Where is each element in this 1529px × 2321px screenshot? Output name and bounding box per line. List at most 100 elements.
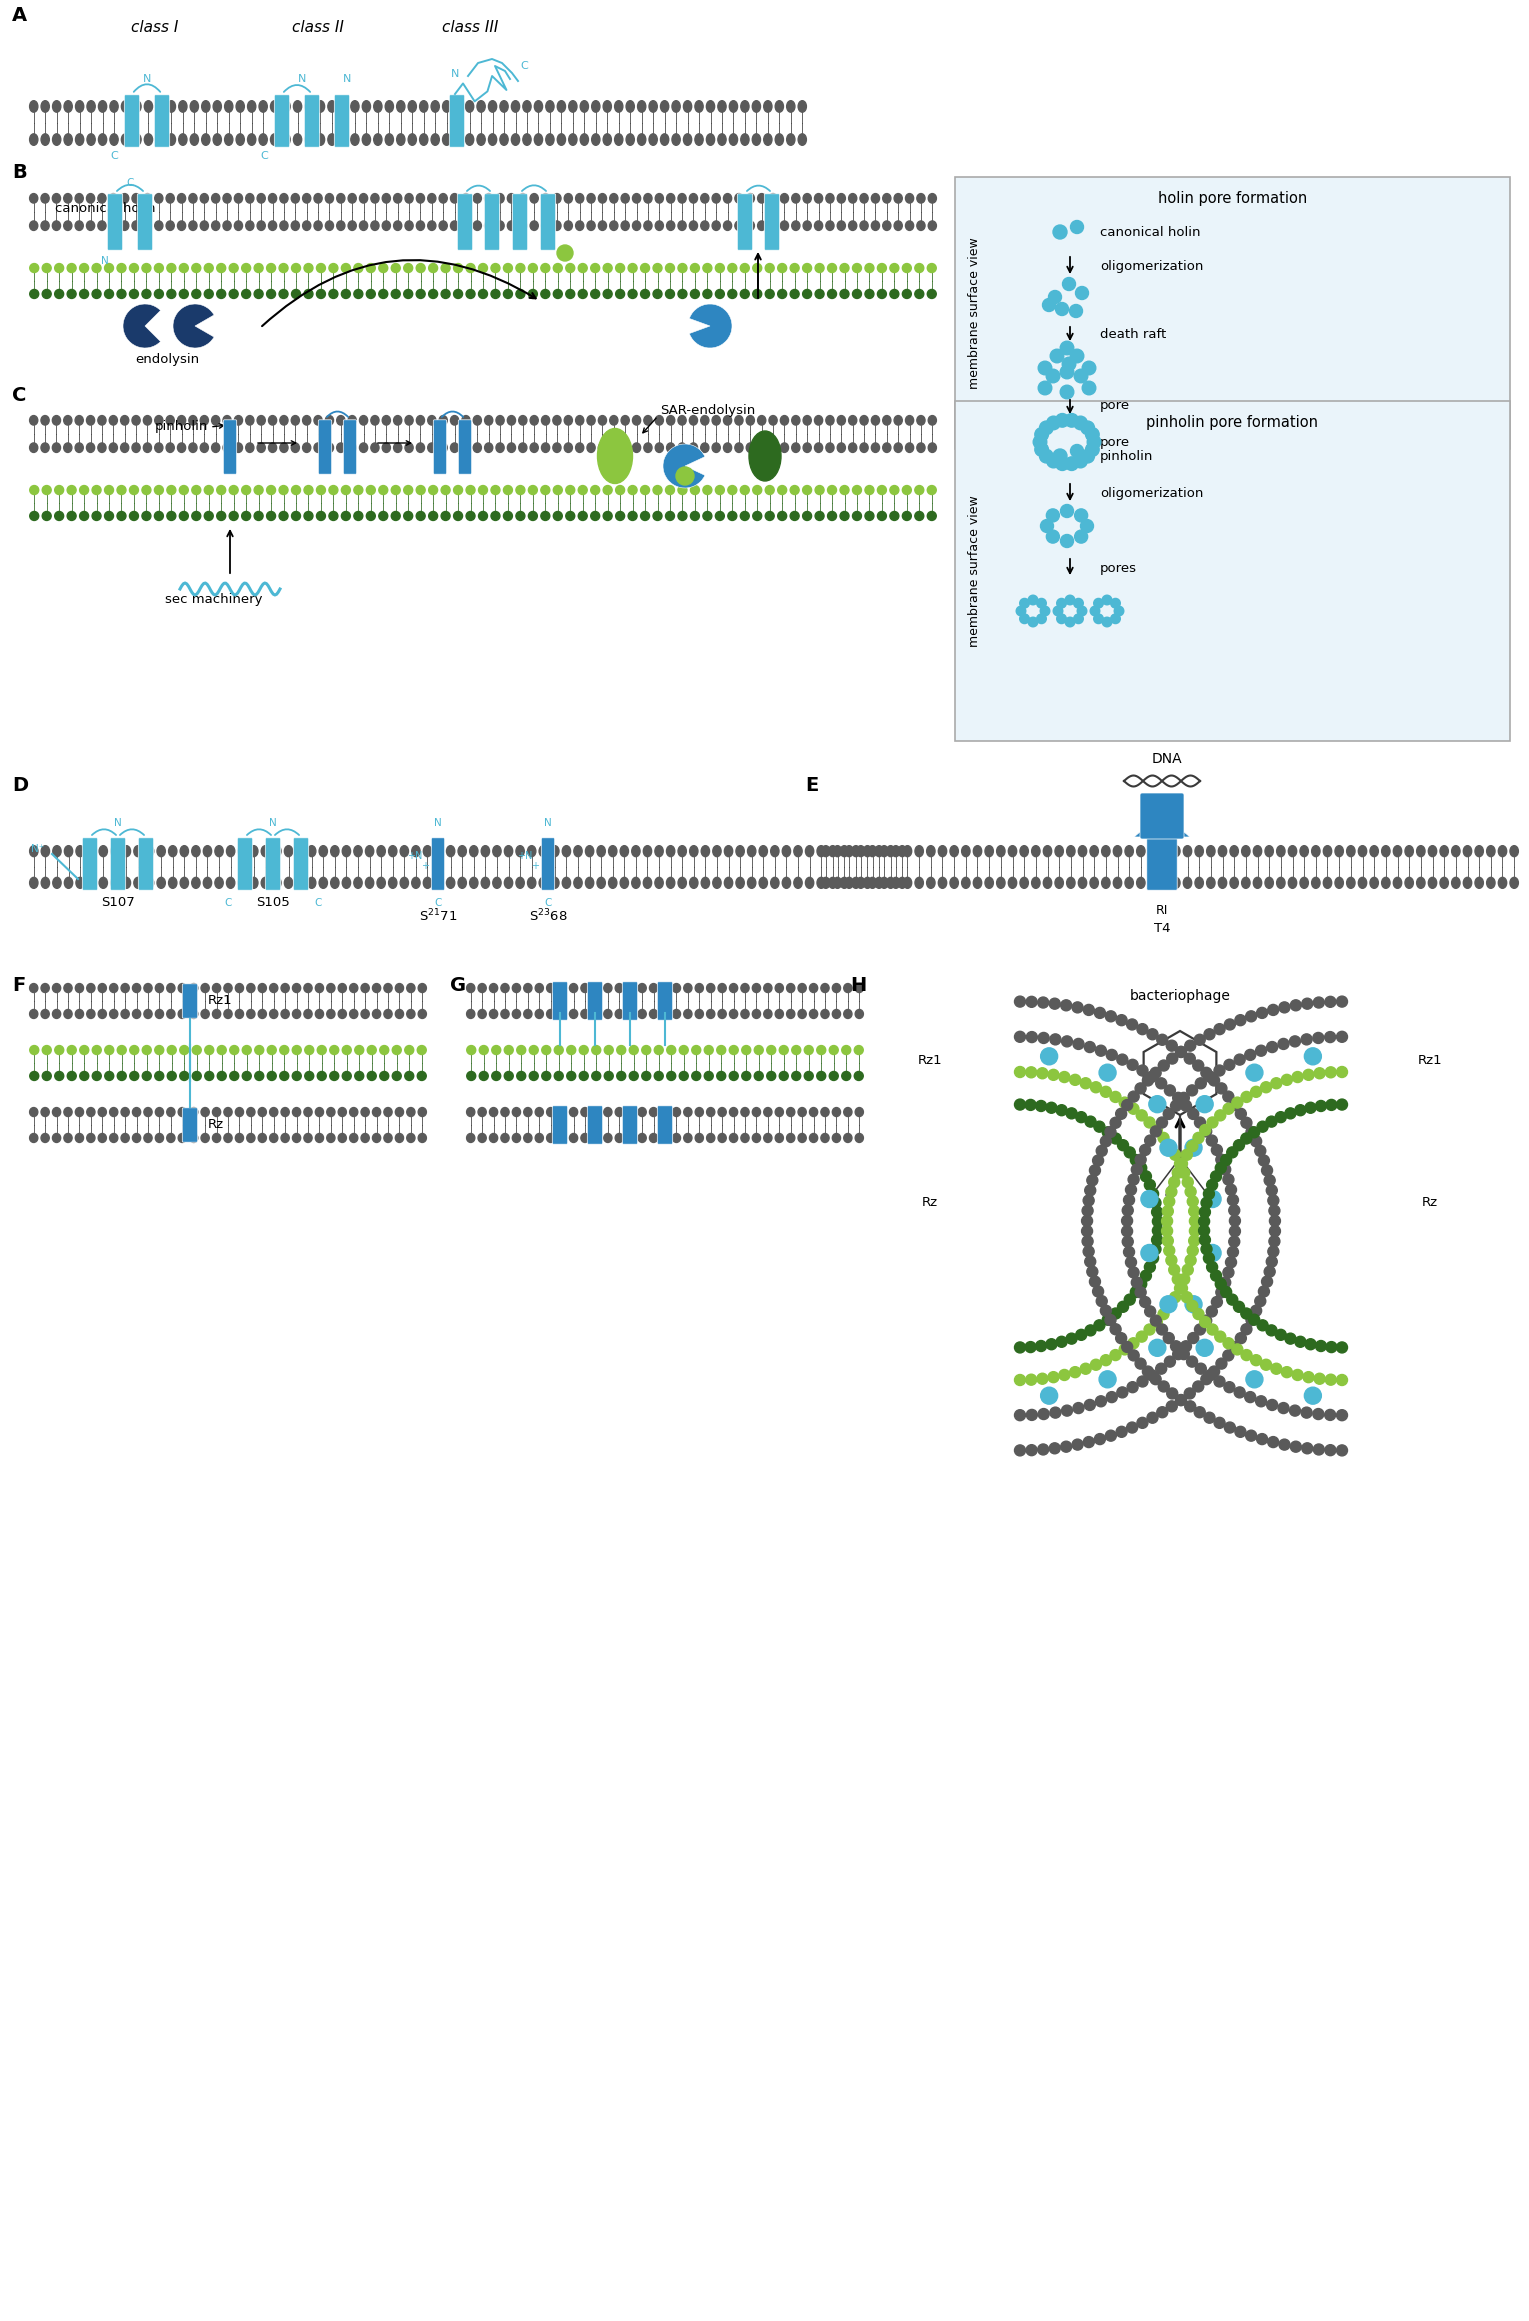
Ellipse shape	[200, 1107, 209, 1116]
Ellipse shape	[644, 443, 651, 453]
Ellipse shape	[778, 485, 786, 494]
Ellipse shape	[257, 193, 266, 202]
Ellipse shape	[142, 1044, 151, 1054]
Circle shape	[1264, 1174, 1275, 1186]
Ellipse shape	[29, 877, 38, 889]
Ellipse shape	[462, 415, 469, 425]
Ellipse shape	[1486, 845, 1495, 856]
Ellipse shape	[234, 443, 243, 453]
Ellipse shape	[630, 1044, 638, 1054]
Circle shape	[1255, 1144, 1266, 1156]
Ellipse shape	[815, 290, 824, 299]
Ellipse shape	[154, 511, 164, 520]
Ellipse shape	[541, 1044, 550, 1054]
Ellipse shape	[428, 265, 437, 272]
Ellipse shape	[417, 1010, 427, 1019]
Ellipse shape	[602, 100, 612, 111]
Ellipse shape	[728, 485, 737, 494]
Ellipse shape	[229, 511, 239, 520]
Circle shape	[1057, 599, 1066, 608]
Ellipse shape	[242, 265, 251, 272]
Circle shape	[1255, 1295, 1266, 1307]
Ellipse shape	[489, 1107, 497, 1116]
Ellipse shape	[80, 1072, 89, 1082]
Circle shape	[1185, 1040, 1196, 1051]
Ellipse shape	[384, 1107, 391, 1116]
Circle shape	[1084, 1042, 1095, 1051]
Ellipse shape	[671, 100, 680, 111]
Ellipse shape	[844, 1010, 852, 1019]
Ellipse shape	[281, 100, 291, 111]
Text: membrane surface view: membrane surface view	[968, 237, 982, 390]
Ellipse shape	[246, 443, 254, 453]
Ellipse shape	[92, 290, 101, 299]
Ellipse shape	[439, 443, 448, 453]
Circle shape	[1164, 1332, 1174, 1344]
FancyBboxPatch shape	[1141, 794, 1183, 838]
Ellipse shape	[553, 511, 563, 520]
Ellipse shape	[653, 290, 662, 299]
Circle shape	[1015, 1068, 1026, 1077]
Ellipse shape	[558, 1010, 566, 1019]
Ellipse shape	[454, 100, 462, 111]
Circle shape	[1075, 508, 1087, 522]
Circle shape	[1203, 1253, 1214, 1263]
Ellipse shape	[853, 265, 861, 272]
Ellipse shape	[716, 290, 725, 299]
FancyBboxPatch shape	[1147, 838, 1177, 891]
Circle shape	[1053, 225, 1067, 239]
Ellipse shape	[98, 1133, 107, 1142]
Ellipse shape	[567, 1072, 576, 1082]
Ellipse shape	[691, 290, 699, 299]
Ellipse shape	[177, 443, 185, 453]
Circle shape	[1128, 1351, 1139, 1360]
Circle shape	[1226, 1256, 1237, 1267]
Circle shape	[1223, 1091, 1234, 1102]
Ellipse shape	[257, 220, 266, 230]
Ellipse shape	[52, 193, 61, 202]
Ellipse shape	[673, 1107, 680, 1116]
Circle shape	[1081, 420, 1095, 434]
Ellipse shape	[292, 485, 301, 494]
Circle shape	[1180, 1342, 1191, 1351]
Ellipse shape	[865, 290, 875, 299]
Circle shape	[1234, 1388, 1245, 1397]
Ellipse shape	[167, 290, 176, 299]
Ellipse shape	[373, 135, 382, 146]
Ellipse shape	[602, 290, 612, 299]
Ellipse shape	[627, 984, 635, 993]
Ellipse shape	[752, 485, 761, 494]
Circle shape	[1257, 1007, 1268, 1019]
Ellipse shape	[596, 845, 605, 856]
Circle shape	[1125, 1184, 1136, 1195]
Circle shape	[1336, 1342, 1347, 1353]
Ellipse shape	[656, 415, 664, 425]
Circle shape	[1179, 1167, 1190, 1179]
Ellipse shape	[677, 443, 687, 453]
Circle shape	[1326, 1444, 1336, 1455]
Circle shape	[1313, 1409, 1324, 1420]
Ellipse shape	[292, 290, 301, 299]
Ellipse shape	[654, 1044, 664, 1054]
Circle shape	[1148, 1253, 1159, 1263]
Circle shape	[1235, 1427, 1246, 1437]
Ellipse shape	[725, 877, 732, 889]
Ellipse shape	[587, 415, 595, 425]
Ellipse shape	[292, 1044, 301, 1054]
Ellipse shape	[529, 290, 537, 299]
FancyBboxPatch shape	[450, 95, 465, 146]
Circle shape	[1214, 1109, 1226, 1121]
Ellipse shape	[641, 485, 650, 494]
Ellipse shape	[641, 290, 650, 299]
Ellipse shape	[832, 1107, 841, 1116]
Ellipse shape	[540, 845, 547, 856]
Ellipse shape	[1370, 877, 1378, 889]
Circle shape	[1229, 1237, 1240, 1246]
Circle shape	[1128, 1337, 1139, 1349]
FancyBboxPatch shape	[107, 193, 122, 251]
Ellipse shape	[769, 443, 777, 453]
FancyBboxPatch shape	[83, 838, 98, 891]
Ellipse shape	[350, 135, 359, 146]
Text: pore: pore	[1099, 436, 1130, 448]
Ellipse shape	[385, 135, 393, 146]
